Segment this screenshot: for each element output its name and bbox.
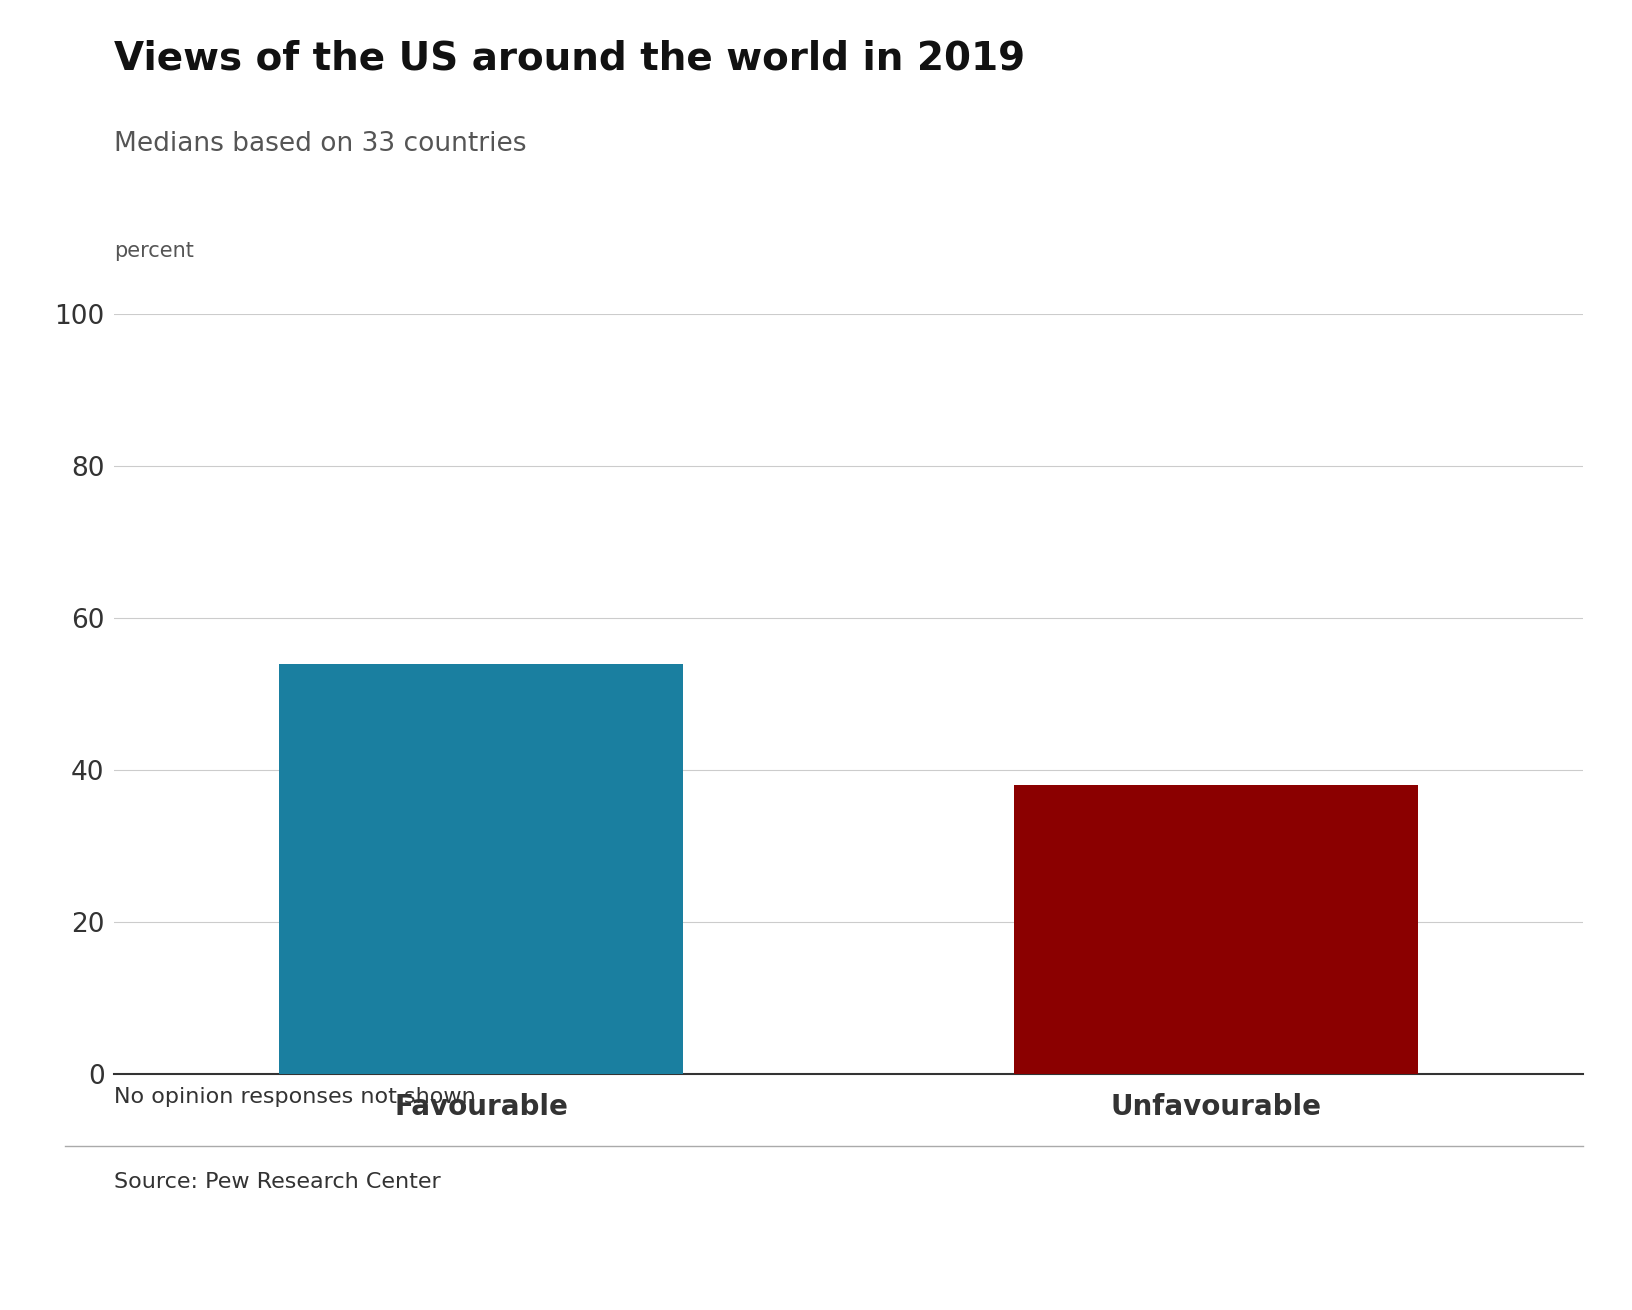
Text: Medians based on 33 countries: Medians based on 33 countries <box>114 131 527 157</box>
Bar <box>279 664 684 1074</box>
Bar <box>1013 786 1418 1074</box>
Text: Views of the US around the world in 2019: Views of the US around the world in 2019 <box>114 39 1025 77</box>
Text: Source: Pew Research Center: Source: Pew Research Center <box>114 1172 441 1192</box>
Text: No opinion responses not shown: No opinion responses not shown <box>114 1087 477 1107</box>
Text: percent: percent <box>114 241 194 261</box>
Text: BBC: BBC <box>1462 1226 1532 1252</box>
